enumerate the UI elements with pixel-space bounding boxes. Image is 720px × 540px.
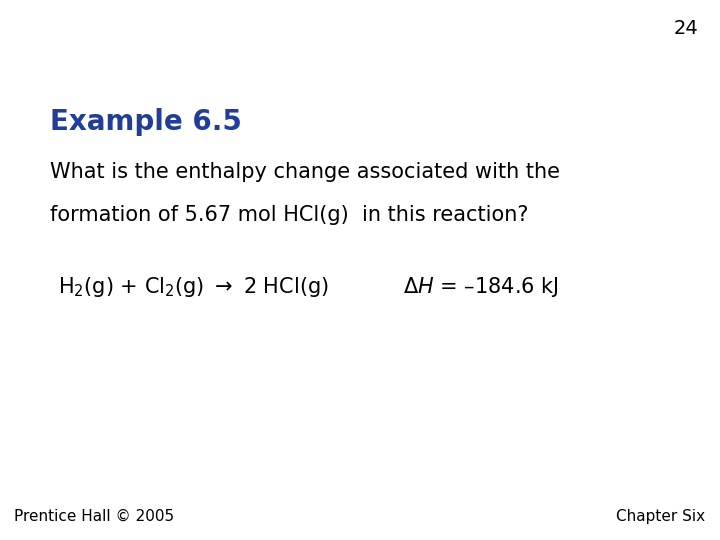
Text: Chapter Six: Chapter Six	[616, 509, 706, 524]
Text: Example 6.5: Example 6.5	[50, 108, 242, 136]
Text: 24: 24	[674, 19, 698, 38]
Text: $\Delta\mathit{H}$ = –184.6 kJ: $\Delta\mathit{H}$ = –184.6 kJ	[403, 275, 559, 299]
Text: Prentice Hall © 2005: Prentice Hall © 2005	[14, 509, 174, 524]
Text: What is the enthalpy change associated with the: What is the enthalpy change associated w…	[50, 162, 560, 182]
Text: formation of 5.67 mol HCl(g)  in this reaction?: formation of 5.67 mol HCl(g) in this rea…	[50, 205, 529, 225]
Text: H$_2$(g) + Cl$_2$(g) $\rightarrow$ 2 HCl(g): H$_2$(g) + Cl$_2$(g) $\rightarrow$ 2 HCl…	[58, 275, 328, 299]
